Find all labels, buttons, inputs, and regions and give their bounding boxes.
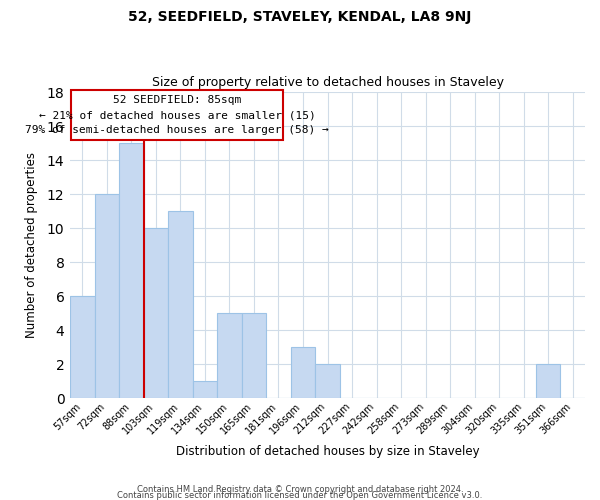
Bar	[143, 228, 168, 398]
Bar	[119, 143, 143, 399]
Bar	[70, 296, 95, 398]
Bar	[95, 194, 119, 398]
Bar	[242, 314, 266, 398]
Bar	[193, 382, 217, 398]
X-axis label: Distribution of detached houses by size in Staveley: Distribution of detached houses by size …	[176, 444, 479, 458]
Y-axis label: Number of detached properties: Number of detached properties	[25, 152, 38, 338]
Bar	[217, 314, 242, 398]
Text: Contains public sector information licensed under the Open Government Licence v3: Contains public sector information licen…	[118, 490, 482, 500]
Title: Size of property relative to detached houses in Staveley: Size of property relative to detached ho…	[151, 76, 503, 90]
Bar	[315, 364, 340, 398]
Text: Contains HM Land Registry data © Crown copyright and database right 2024.: Contains HM Land Registry data © Crown c…	[137, 484, 463, 494]
Bar	[71, 90, 283, 140]
Bar	[168, 211, 193, 398]
Text: ← 21% of detached houses are smaller (15): ← 21% of detached houses are smaller (15…	[39, 110, 316, 120]
Text: 79% of semi-detached houses are larger (58) →: 79% of semi-detached houses are larger (…	[25, 126, 329, 136]
Bar	[291, 348, 315, 399]
Text: 52 SEEDFIELD: 85sqm: 52 SEEDFIELD: 85sqm	[113, 94, 241, 104]
Bar	[536, 364, 560, 398]
Text: 52, SEEDFIELD, STAVELEY, KENDAL, LA8 9NJ: 52, SEEDFIELD, STAVELEY, KENDAL, LA8 9NJ	[128, 10, 472, 24]
